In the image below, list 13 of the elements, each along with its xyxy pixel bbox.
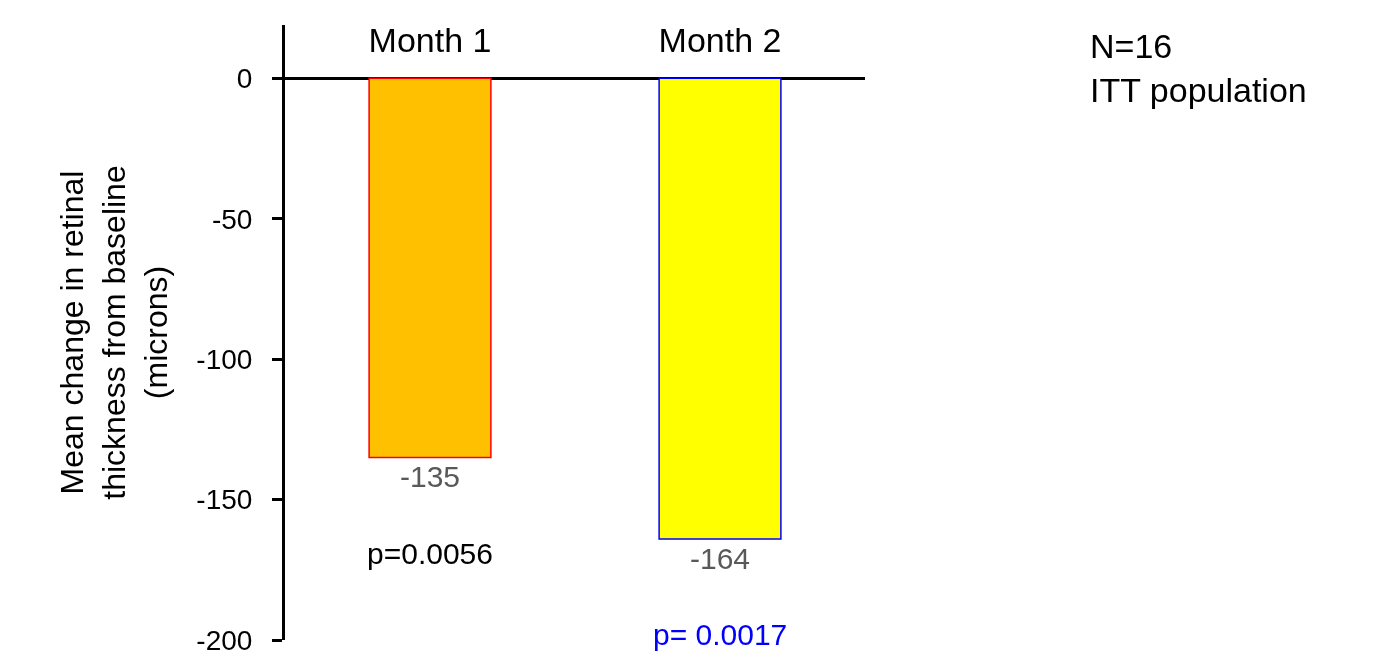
x-tick-label: Month 2 [658,20,782,59]
data-label: -164 [689,541,751,575]
y-axis-title: Mean change in retinal thickness from baseline (microns) [54,165,174,500]
text: N=16 ITT population [1090,27,1307,110]
annotation: p= 0.0017 [653,618,788,651]
y-tick-label: 0 [236,63,253,95]
annotation: p=0.0056 [367,537,493,570]
data-label: -135 [399,460,461,494]
y-tick-label: -100 [196,343,253,375]
y-tick-label: -50 [211,203,253,235]
y-tick-label: -150 [196,484,253,516]
y-tick-label: -200 [196,624,253,656]
x-tick-label: Month 1 [368,20,492,59]
